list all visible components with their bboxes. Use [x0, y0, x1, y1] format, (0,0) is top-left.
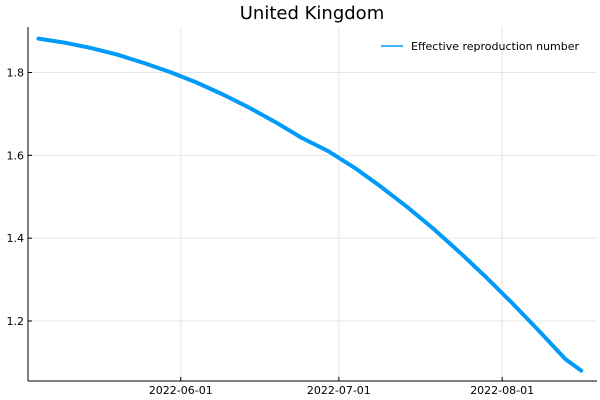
grid [28, 27, 597, 381]
y-tick-label: 1.4 [7, 232, 25, 245]
series-line [36, 36, 584, 373]
y-tick-label: 1.8 [7, 67, 25, 80]
x-tick-label: 2022-06-01 [149, 384, 213, 397]
x-tick-label: 2022-08-01 [470, 384, 534, 397]
ticks: 2022-06-01 2022-07-01 2022-08-01 1.2 1.4 1.6 1… [7, 67, 535, 397]
legend: Effective reproduction number [381, 40, 580, 53]
series-layer [36, 36, 584, 373]
legend-label: Effective reproduction number [411, 40, 580, 53]
y-tick-label: 1.2 [7, 315, 25, 328]
x-tick-label: 2022-07-01 [307, 384, 371, 397]
chart-title: United Kingdom [240, 3, 384, 24]
y-tick-label: 1.6 [7, 149, 25, 162]
